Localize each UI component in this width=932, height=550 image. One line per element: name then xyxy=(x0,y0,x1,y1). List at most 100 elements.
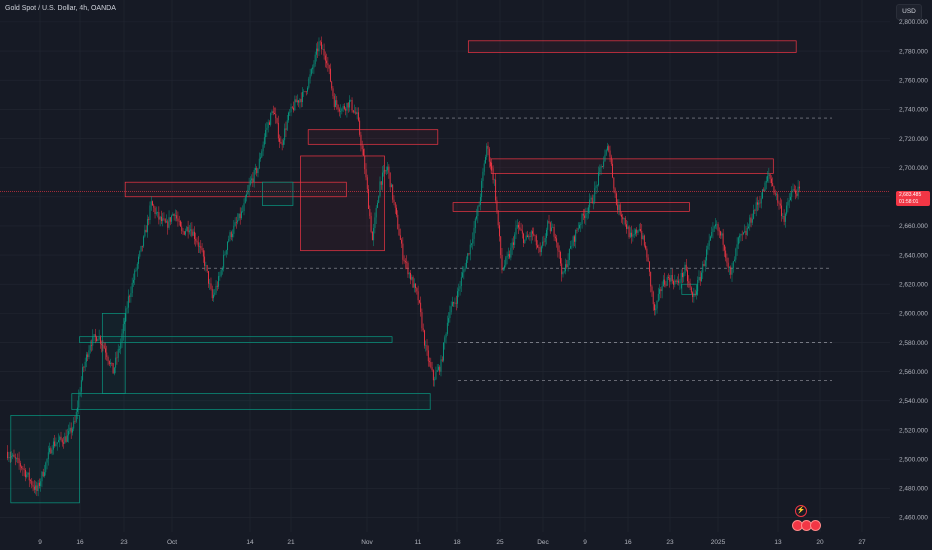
candle-body xyxy=(102,345,104,346)
candle-body xyxy=(590,197,592,200)
candle-body xyxy=(336,100,338,106)
candle-body xyxy=(152,201,153,206)
candle-body xyxy=(631,232,633,237)
candle-body xyxy=(643,235,645,246)
candle-body xyxy=(609,150,611,157)
candle-body xyxy=(557,242,559,251)
candle-body xyxy=(647,257,649,262)
candle-body xyxy=(103,345,105,349)
candle-body xyxy=(546,229,547,238)
candle-body xyxy=(558,250,560,253)
x-tick-label: 27 xyxy=(858,539,866,546)
candle-body xyxy=(605,150,607,155)
candle-body xyxy=(105,348,106,353)
y-tick-label: 2,800.000 xyxy=(899,19,928,26)
x-tick-label: 18 xyxy=(453,539,461,546)
candle-body xyxy=(570,246,572,249)
candle-body xyxy=(70,427,72,433)
candle-body xyxy=(275,114,277,119)
candle-body xyxy=(720,231,722,236)
candle-body xyxy=(768,174,770,176)
candle-body xyxy=(303,91,305,92)
candle-body xyxy=(309,74,311,79)
candle-body xyxy=(108,360,110,365)
candle-body xyxy=(345,108,347,111)
candle-body xyxy=(791,190,793,197)
candle-body xyxy=(260,157,261,159)
candle-body xyxy=(233,225,235,234)
candle-body xyxy=(655,308,657,311)
candle-body xyxy=(721,233,723,236)
candle-body xyxy=(703,263,705,266)
y-tick-label: 2,640.000 xyxy=(899,252,928,259)
candle-body xyxy=(526,235,528,238)
candle-body xyxy=(180,221,181,227)
candle-body xyxy=(654,304,655,311)
candle-body xyxy=(32,485,34,487)
candle-body xyxy=(388,166,390,173)
candle-body xyxy=(138,256,139,264)
currency-button[interactable]: USD xyxy=(896,4,922,20)
candle-body xyxy=(725,250,727,258)
candle-body xyxy=(713,226,715,229)
candle-body xyxy=(337,105,339,110)
candle-body xyxy=(146,219,148,233)
x-tick-label: 23 xyxy=(666,539,674,546)
candle-body xyxy=(49,448,51,453)
candle-body xyxy=(307,87,308,92)
candle-body xyxy=(476,216,478,219)
candle-body xyxy=(111,362,113,364)
x-tick-label: 14 xyxy=(246,539,254,546)
candle-body xyxy=(141,245,143,247)
candle-body xyxy=(223,254,225,269)
candle-body xyxy=(383,170,385,173)
candle-body xyxy=(496,200,498,211)
candle-body xyxy=(289,112,291,113)
candle-body xyxy=(167,221,169,228)
candle-body xyxy=(458,288,460,292)
candle-body xyxy=(773,186,775,193)
candle-body xyxy=(567,259,569,268)
candle-body xyxy=(124,321,125,325)
candle-body xyxy=(286,120,288,130)
candle-body xyxy=(628,226,630,238)
lightning-icon[interactable]: ⚡ xyxy=(795,505,807,517)
bearish-zone xyxy=(124,181,347,198)
candle-body xyxy=(33,486,35,490)
candle-body xyxy=(356,112,358,115)
candle-body xyxy=(589,199,591,208)
candle-body xyxy=(666,277,668,286)
candle-body xyxy=(153,205,155,208)
bullish-zone xyxy=(71,393,431,410)
candle-body xyxy=(542,241,544,247)
candle-body xyxy=(265,129,267,138)
candle-body xyxy=(499,225,500,237)
candle-body xyxy=(619,204,621,215)
candle-body xyxy=(158,212,160,220)
candle-body xyxy=(640,229,641,231)
candle-body xyxy=(363,149,364,156)
event-icons[interactable] xyxy=(792,518,821,531)
candle-body xyxy=(553,227,555,237)
candle-body xyxy=(249,180,251,185)
candle-body xyxy=(534,235,536,237)
bullish-zone xyxy=(681,283,698,295)
candle-body xyxy=(244,197,246,204)
candle-body xyxy=(506,256,508,258)
candle-body xyxy=(266,127,268,130)
candle-body xyxy=(509,254,511,258)
candle-body xyxy=(166,221,167,223)
candle-body xyxy=(796,193,798,196)
event-icon[interactable] xyxy=(810,520,821,531)
candle-body xyxy=(122,324,124,334)
candle-body xyxy=(769,174,771,179)
candle-body xyxy=(28,472,30,481)
candle-body xyxy=(350,99,352,101)
candle-body xyxy=(674,280,676,285)
candle-body xyxy=(22,468,24,470)
candle-body xyxy=(626,224,627,229)
candle-body xyxy=(162,218,164,222)
candle-body xyxy=(767,175,769,182)
candle-body xyxy=(207,271,209,284)
